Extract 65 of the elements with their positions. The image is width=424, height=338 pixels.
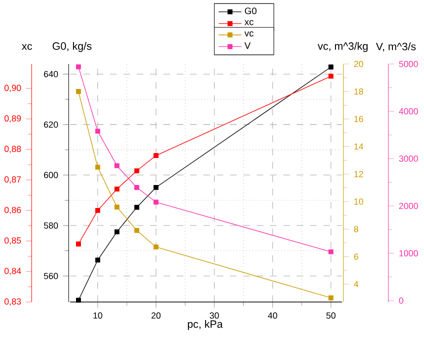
y-tick-label: 8 [354,226,358,232]
y-tick-label: 6 [354,253,358,260]
point [76,242,81,246]
point [114,186,120,192]
y-tick-label: 10 [354,198,364,205]
point [328,74,334,79]
x-tick-label: 30 [210,312,219,319]
y2-tick-label: 0,87 [4,176,21,184]
y-tick-label: 12 [354,170,364,178]
y2-tick-label: 0,88 [4,146,21,154]
y-tick-label: 620 [44,121,58,128]
x-tick-label: 10 [93,312,102,319]
x-axis-title: pc, kPa [188,320,223,330]
legend-label: G0 [244,8,257,14]
point [154,200,158,205]
point [95,128,100,134]
point [328,295,334,300]
point [114,204,120,210]
point [95,164,100,170]
y2-tick-label: 0,85 [4,237,21,245]
point [95,208,100,213]
y-tick-label: 20 [354,60,364,68]
y-tick-label: 16 [354,116,364,122]
point [114,229,120,234]
point [154,244,158,250]
point [76,64,81,70]
legend-label: V [244,42,251,49]
y2-tick-label: 1000 [399,250,418,256]
y-tick-label: 18 [354,88,364,95]
y-axis-title: G0, kg/s [52,42,92,52]
y2-axis-title: xc [22,44,32,50]
x-tick-label: 20 [152,312,161,319]
legend-label: vc [244,31,254,36]
y-tick-label: 560 [44,272,58,280]
point [95,258,100,263]
point [134,204,140,210]
y-tick-label: 14 [354,143,364,150]
y2-tick-label: 3000 [399,156,418,162]
y2-tick-label: 2000 [399,202,418,210]
y2-tick-label: 0,84 [4,268,22,276]
y-tick-label: 4 [354,281,358,288]
point [134,228,140,233]
x-tick-label: 50 [326,312,336,319]
y2-tick-label: 0 [399,297,404,304]
y-tick-label: 640 [44,70,58,78]
point [154,184,158,190]
point [154,153,158,158]
y2-tick-label: 0,86 [4,206,21,214]
y2-tick-label: 0,83 [4,298,21,306]
point [134,168,140,174]
y2-tick-label: 0,89 [4,115,21,123]
y2-tick-label: 0,90 [4,84,21,92]
y-tick-label: 600 [44,172,58,178]
y2-axis-title: V, m^3/s [376,42,416,52]
y2-tick-label: 5000 [399,60,418,68]
point [328,249,334,254]
y2-tick-label: 4000 [398,108,418,114]
legend-label: xc [244,20,254,26]
y-axis-title: vc, m^3/kg [318,42,368,52]
x-tick-label: 40 [268,312,278,319]
point [134,185,140,190]
point [114,163,120,168]
y-tick-label: 580 [44,222,58,229]
point [328,64,334,70]
point [76,89,81,94]
